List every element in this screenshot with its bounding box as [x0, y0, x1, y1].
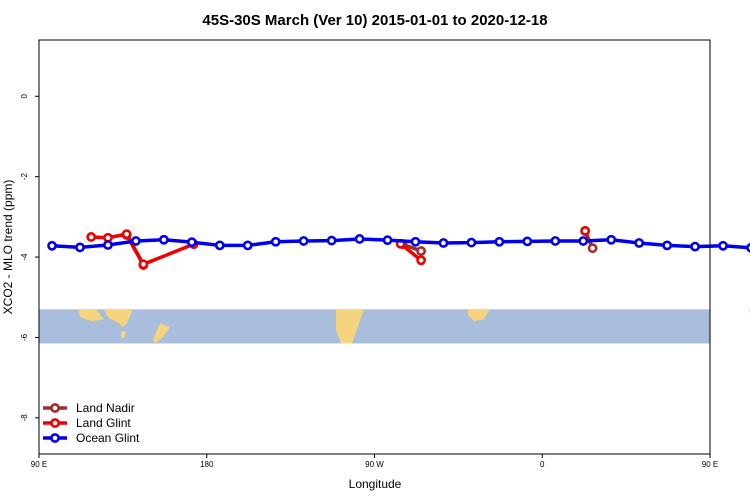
ocean-glint-point	[298, 236, 309, 246]
land-nadir-point	[587, 243, 598, 254]
ocean-glint-point	[214, 240, 225, 251]
ocean-glint-point	[158, 234, 169, 245]
ocean-glint-point	[634, 238, 645, 248]
y-axis: 0 -2 -4 -6 -8	[20, 93, 39, 421]
x-tick-label: 180	[200, 460, 214, 469]
ocean-glint-point	[270, 236, 281, 247]
land-glint-point	[121, 229, 132, 240]
x-tick-label: 90 E	[31, 460, 47, 469]
map-land-africa	[468, 309, 490, 322]
y-tick-label: -2	[20, 173, 29, 181]
x-tick-label: 90 E	[702, 460, 718, 469]
ocean-glint-point	[662, 240, 673, 251]
legend-marker-land-glint	[50, 418, 60, 428]
map-land-new-zealand	[153, 323, 170, 344]
legend-label-land-glint: Land Glint	[76, 416, 131, 430]
x-tick-label: 90 W	[365, 460, 384, 469]
ocean-glint-point	[466, 237, 477, 248]
ocean-glint-point	[578, 236, 589, 246]
map-land-australia	[78, 309, 104, 322]
legend-marker-ocean-glint	[50, 433, 60, 443]
ocean-glint-point	[186, 237, 197, 248]
land-nadir-point	[416, 246, 426, 256]
y-tick-label: -4	[20, 253, 29, 261]
ocean-glint-point	[131, 236, 141, 246]
x-axis: 90 E 180 90 W 0 90 E	[31, 454, 718, 469]
ocean-glint-point	[103, 240, 113, 250]
ocean-glint-point	[690, 241, 700, 252]
map-ocean	[39, 309, 710, 344]
map-land-tasmania	[121, 331, 126, 338]
land-glint-point	[138, 259, 149, 270]
ocean-glint-point	[382, 235, 393, 246]
ocean-glint-point	[354, 234, 365, 244]
x-tick-label: 0	[540, 460, 545, 469]
chart-title: 45S-30S March (Ver 10) 2015-01-01 to 202…	[202, 12, 547, 29]
y-axis-label: XCO2 - MLO trend (ppm)	[1, 180, 15, 315]
ocean-glint-point	[326, 235, 337, 246]
ocean-glint-point	[718, 240, 728, 251]
land-glint-point	[580, 226, 591, 236]
ocean-glint-point	[410, 236, 421, 247]
ocean-glint-point	[550, 236, 561, 246]
series-layer	[47, 226, 750, 270]
legend-label-land-nadir: Land Nadir	[76, 401, 135, 415]
legend-label-ocean-glint: Ocean Glint	[76, 431, 140, 445]
ocean-glint-point	[606, 234, 617, 245]
land-glint-point	[416, 255, 426, 266]
ocean-glint-point	[47, 240, 57, 251]
plot-frame	[38, 39, 711, 455]
y-tick-label: 0	[20, 93, 29, 98]
map-band	[39, 309, 750, 344]
ocean-glint-point	[494, 236, 505, 247]
ocean-glint-point	[75, 242, 85, 253]
legend-marker-land-nadir	[50, 403, 60, 413]
ocean-glint-point	[242, 240, 253, 251]
x-axis-label: Longitude	[349, 477, 402, 491]
map-land-south-america	[336, 309, 364, 344]
y-tick-label: -6	[20, 333, 29, 341]
land-glint-point	[86, 232, 97, 242]
ocean-glint-point	[438, 238, 449, 248]
ocean-glint-point	[746, 243, 750, 253]
y-tick-label: -8	[20, 414, 29, 422]
map-land-australia	[104, 309, 133, 328]
ocean-glint-point	[522, 236, 533, 247]
